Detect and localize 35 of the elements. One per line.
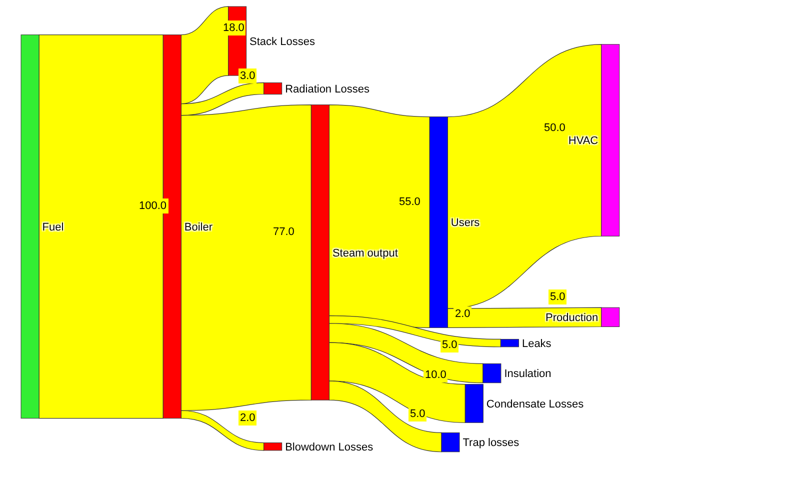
- data-label: 5.0: [442, 339, 458, 351]
- data-label: 50.0: [544, 122, 566, 134]
- data-label: 10.0: [425, 369, 446, 381]
- sankey-node: HVAC: [568, 44, 620, 236]
- category-label: Radiation Losses: [285, 83, 370, 96]
- data-label: 55.0: [399, 196, 420, 208]
- sankey-node: Blowdown Losses: [264, 441, 374, 454]
- category-label: Steam output: [332, 247, 398, 260]
- sankey-node: Leaks: [500, 338, 552, 350]
- category-label: Users: [450, 217, 480, 230]
- data-label: 77.0: [273, 226, 294, 238]
- sankey-node: Fuel: [20, 34, 64, 419]
- category-label: Leaks: [522, 338, 552, 350]
- category-label: HVAC: [568, 135, 598, 148]
- sankey-node: Steam output: [310, 104, 398, 400]
- category-label: Blowdown Losses: [285, 441, 374, 454]
- sankey-node: Condensate Losses: [464, 384, 584, 423]
- sankey-node: Insulation: [482, 363, 552, 384]
- category-label: Trap losses: [462, 437, 520, 450]
- category-label: Production: [546, 312, 598, 324]
- data-label: 5.0: [550, 291, 566, 303]
- sankey-node: Radiation Losses: [264, 82, 370, 96]
- category-label: Boiler: [184, 221, 213, 234]
- data-label: 5.0: [410, 408, 426, 420]
- category-label: Stack Losses: [250, 36, 316, 48]
- data-label: 18.0: [223, 22, 244, 34]
- sankey-node: Trap losses: [441, 432, 520, 452]
- data-label: 100.0: [139, 200, 167, 212]
- category-label: Condensate Losses: [486, 398, 584, 410]
- data-label: 2.0: [240, 412, 256, 424]
- category-label: Fuel: [42, 221, 64, 234]
- sankey-node: Production: [546, 307, 620, 327]
- data-label: 3.0: [240, 70, 256, 82]
- data-label: 2.0: [455, 308, 470, 320]
- category-label: Insulation: [504, 368, 552, 380]
